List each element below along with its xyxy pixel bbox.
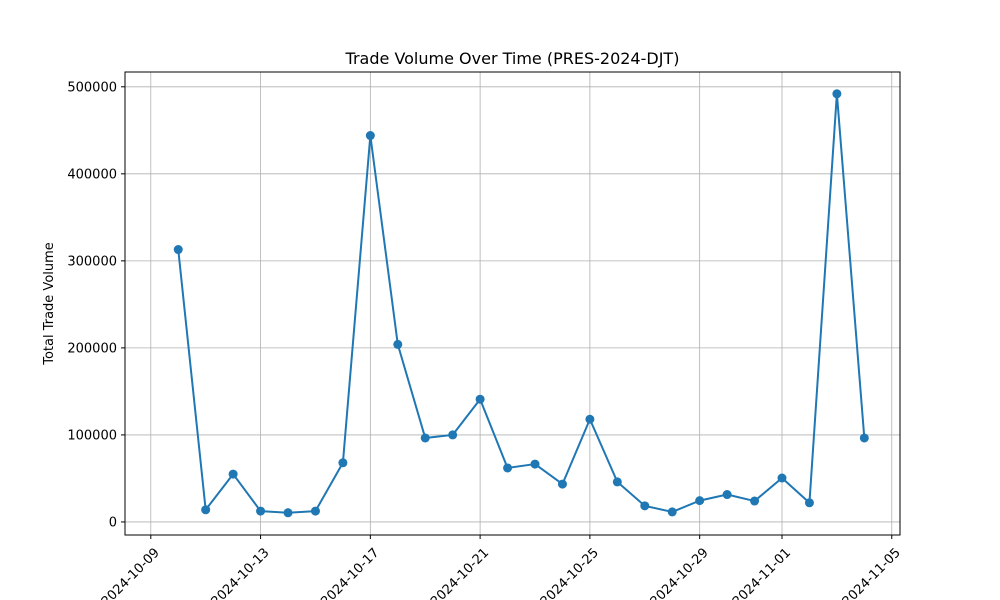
data-point [256, 506, 266, 516]
data-point [722, 490, 732, 500]
data-point [585, 414, 595, 424]
y-tick-label: 100000 [67, 428, 117, 443]
data-point [859, 433, 869, 443]
data-point [201, 505, 211, 515]
data-point [804, 498, 814, 508]
data-point [667, 507, 677, 517]
data-point [310, 506, 320, 516]
y-tick-label: 400000 [67, 167, 117, 182]
data-point [557, 479, 567, 489]
data-point [283, 508, 293, 518]
data-point [475, 394, 485, 404]
data-point [695, 496, 705, 506]
data-point [393, 339, 403, 349]
data-point [777, 473, 787, 483]
gridlines [125, 72, 900, 535]
data-point [338, 458, 348, 468]
y-tick-label: 300000 [67, 254, 117, 269]
data-point [750, 496, 760, 506]
y-axis-label: Total Trade Volume [42, 242, 57, 366]
data-point [228, 469, 238, 479]
data-point [173, 245, 183, 255]
data-point [448, 430, 458, 440]
plot-series [173, 89, 869, 518]
data-point [530, 459, 540, 469]
y-tick-label: 0 [109, 515, 117, 530]
series-line [177, 92, 866, 514]
y-tick-label: 200000 [67, 341, 117, 356]
data-point [640, 501, 650, 511]
chart-title: Trade Volume Over Time (PRES-2024-DJT) [345, 49, 680, 68]
data-point [420, 433, 430, 443]
data-point [365, 131, 375, 141]
y-tick-label: 500000 [67, 80, 117, 95]
plot-frame [124, 71, 901, 536]
data-point [832, 89, 842, 99]
data-point [503, 463, 513, 473]
data-point [612, 477, 622, 487]
